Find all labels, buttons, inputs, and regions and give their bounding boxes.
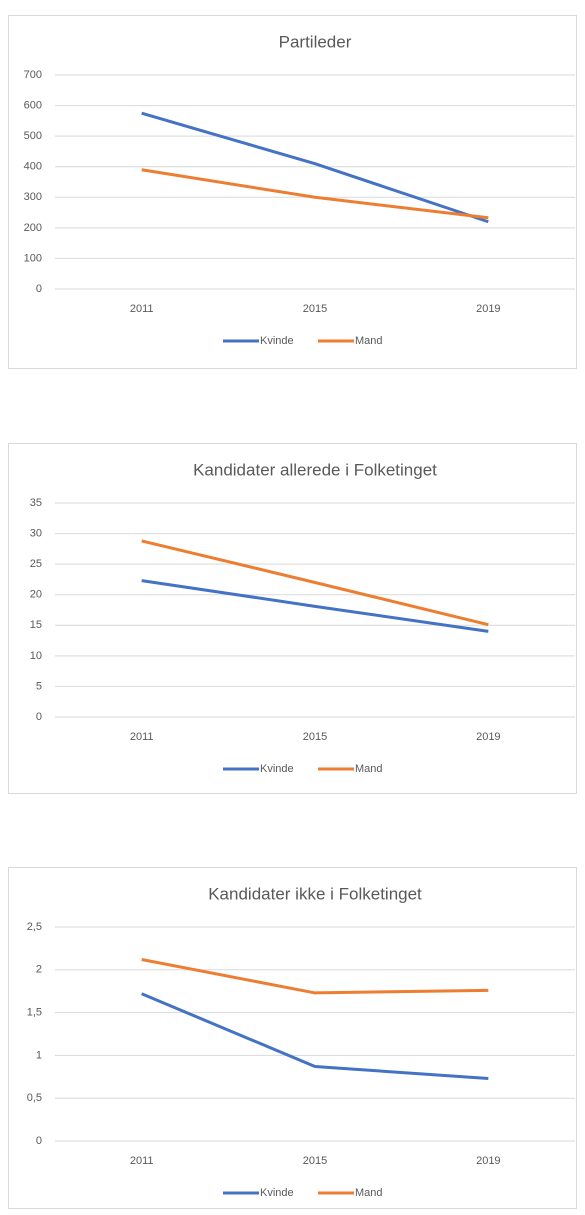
x-tick-label: 2011 — [130, 731, 154, 743]
chart-frame — [8, 867, 577, 1209]
chart-frame — [8, 15, 577, 369]
series-line — [141, 168, 489, 220]
y-tick-label: 15 — [30, 619, 42, 631]
y-tick-label: 400 — [24, 161, 42, 173]
legend-label: Mand — [355, 1187, 383, 1199]
series-line — [141, 992, 489, 1081]
y-tick-label: 500 — [24, 130, 42, 142]
y-tick-label: 300 — [24, 191, 42, 203]
y-tick-label: 0,5 — [27, 1092, 42, 1104]
y-tick-label: 5 — [36, 680, 42, 692]
y-tick-label: 30 — [30, 527, 42, 539]
y-tick-label: 0 — [36, 711, 42, 723]
y-tick-label: 700 — [24, 69, 42, 81]
x-tick-label: 2015 — [303, 1155, 327, 1167]
chart-title: Kandidater ikke i Folketinget — [208, 884, 422, 903]
legend-label: Mand — [355, 763, 383, 775]
x-tick-label: 2019 — [476, 731, 500, 743]
y-tick-label: 600 — [24, 99, 42, 111]
y-tick-label: 25 — [30, 558, 42, 570]
x-tick-label: 2019 — [476, 303, 500, 315]
x-tick-label: 2019 — [476, 1155, 500, 1167]
y-tick-label: 2,5 — [27, 921, 42, 933]
legend-label: Kvinde — [260, 335, 294, 347]
legend-label: Kvinde — [260, 1187, 294, 1199]
y-tick-label: 100 — [24, 252, 42, 264]
series-line — [141, 958, 489, 995]
x-tick-label: 2011 — [130, 303, 154, 315]
x-tick-label: 2011 — [130, 1155, 154, 1167]
y-tick-label: 1,5 — [27, 1007, 42, 1019]
series-line — [141, 111, 489, 224]
y-tick-label: 2 — [36, 964, 42, 976]
y-tick-label: 0 — [36, 1135, 42, 1147]
series-line — [141, 579, 489, 633]
y-tick-label: 0 — [36, 283, 42, 295]
y-tick-label: 10 — [30, 650, 42, 662]
series-line — [141, 539, 489, 627]
y-tick-label: 200 — [24, 222, 42, 234]
y-tick-label: 1 — [36, 1049, 42, 1061]
x-tick-label: 2015 — [303, 303, 327, 315]
chart-frame — [8, 443, 577, 794]
y-tick-label: 20 — [30, 589, 42, 601]
chart-title: Partileder — [279, 32, 352, 51]
x-tick-label: 2015 — [303, 731, 327, 743]
legend-label: Mand — [355, 335, 383, 347]
legend-label: Kvinde — [260, 763, 294, 775]
chart-title: Kandidater allerede i Folketinget — [193, 460, 437, 479]
y-tick-label: 35 — [30, 497, 42, 509]
